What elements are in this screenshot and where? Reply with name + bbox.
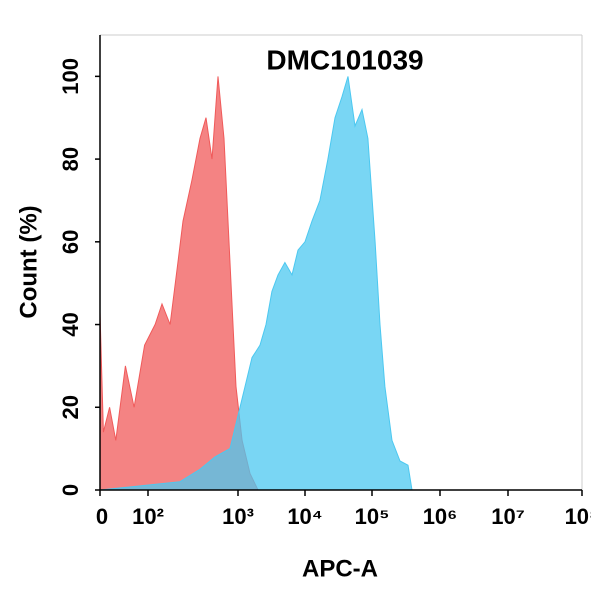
x-tick-label: 10⁶	[423, 504, 458, 529]
x-tick-label: 10⁷	[491, 504, 525, 529]
y-tick-label: 60	[58, 230, 83, 254]
x-tick-label: 10²	[132, 504, 164, 529]
chart-title: DMC101039	[266, 44, 423, 75]
y-tick-label: 40	[58, 312, 83, 336]
histogram-area	[99, 76, 259, 491]
x-axis-label: APC-A	[302, 555, 378, 582]
x-tick-label: 10³	[222, 504, 254, 529]
x-tick-label: 10⁴	[287, 504, 322, 529]
y-tick-label: 0	[58, 484, 83, 496]
x-tick-label: 10⁵	[355, 504, 390, 529]
histogram-area	[99, 76, 413, 491]
x-tick-label: 0	[96, 504, 108, 529]
y-tick-label: 80	[58, 147, 83, 171]
y-axis-label: Count (%)	[15, 205, 42, 318]
x-tick-label: 10⁸	[565, 504, 591, 529]
y-tick-label: 100	[58, 58, 83, 95]
y-tick-label: 20	[58, 395, 83, 419]
